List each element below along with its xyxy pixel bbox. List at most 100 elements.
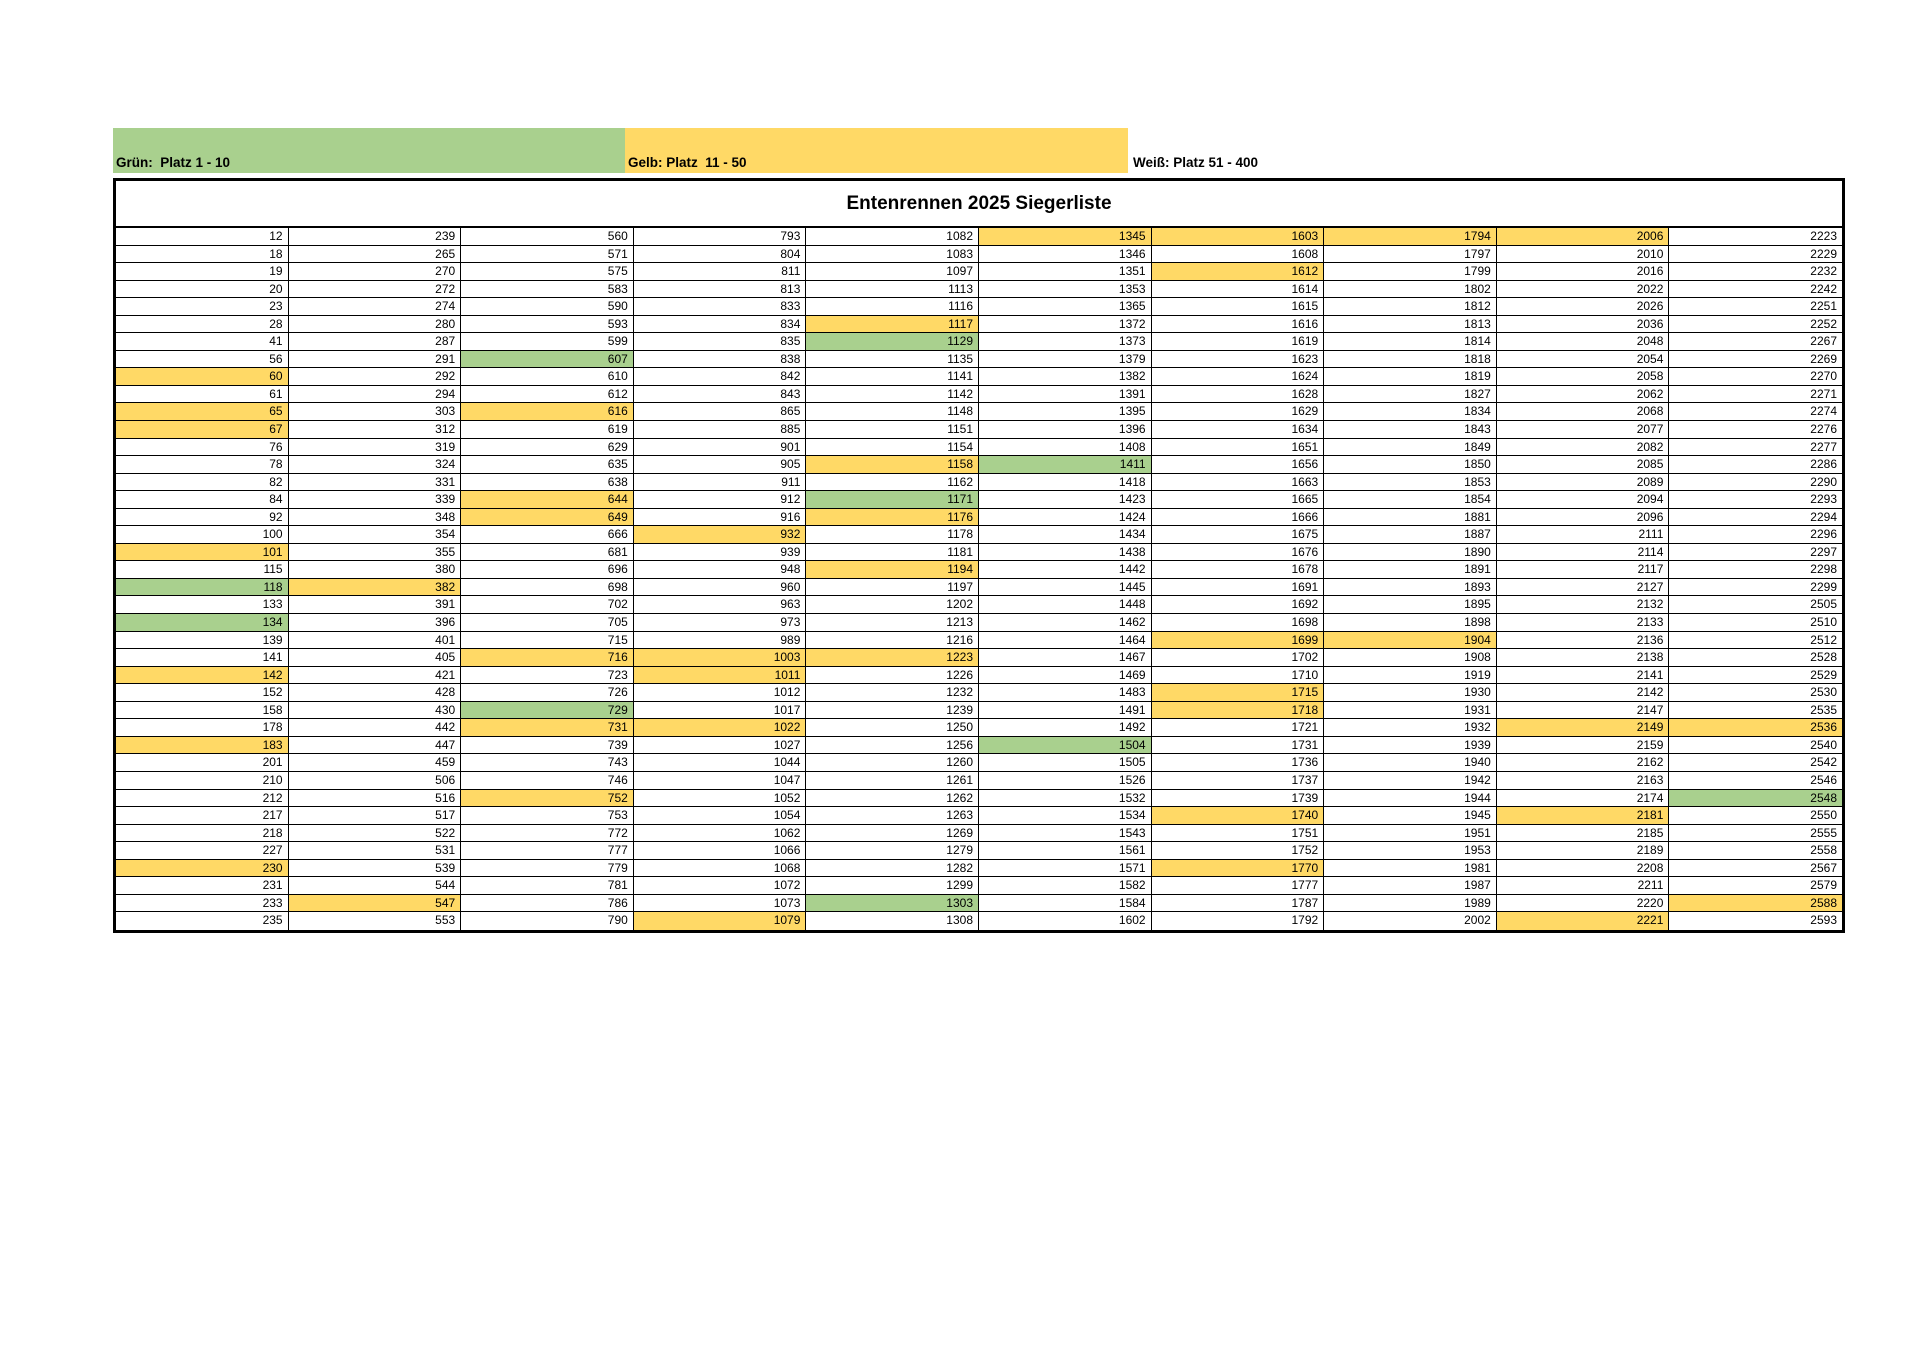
table-cell: 141 — [116, 649, 289, 667]
table-cell: 599 — [461, 333, 634, 351]
table-cell: 1003 — [633, 649, 807, 667]
table-cell: 638 — [461, 473, 634, 492]
table-cell: 746 — [461, 771, 634, 790]
table-cell: 19 — [116, 263, 289, 281]
table-cell: 575 — [461, 263, 634, 281]
table-cell: 948 — [633, 561, 807, 579]
table-cell: 696 — [461, 561, 634, 579]
table-cell: 23 — [116, 298, 289, 316]
table-cell: 1623 — [1151, 350, 1325, 369]
table-cell: 2010 — [1496, 245, 1670, 264]
table-cell: 183 — [116, 736, 289, 755]
table-cell: 274 — [288, 298, 462, 316]
table-cell: 1702 — [1151, 649, 1325, 667]
table-cell: 1932 — [1324, 719, 1497, 737]
table-cell: 391 — [288, 596, 462, 615]
table-cell: 2026 — [1496, 298, 1670, 316]
table-cell: 2136 — [1496, 631, 1670, 650]
table-cell: 1740 — [1151, 807, 1325, 825]
table-cell: 1066 — [633, 842, 807, 860]
table-cell: 517 — [288, 807, 462, 825]
table-cell: 1391 — [979, 385, 1152, 404]
table-cell: 1794 — [1324, 228, 1497, 246]
table-cell: 1448 — [979, 596, 1152, 615]
table-cell: 78 — [116, 456, 289, 474]
table-cell: 2147 — [1496, 701, 1670, 720]
table-cell: 1372 — [979, 315, 1152, 334]
table-cell: 1737 — [1151, 771, 1325, 790]
table-cell: 2294 — [1669, 508, 1842, 527]
table-cell: 280 — [288, 315, 462, 334]
table-cell: 2232 — [1669, 263, 1842, 281]
table-cell: 1692 — [1151, 596, 1325, 615]
table-cell: 2588 — [1669, 894, 1842, 913]
table-cell: 911 — [633, 473, 807, 492]
table-cell: 1483 — [979, 684, 1152, 702]
table-cell: 1827 — [1324, 385, 1497, 404]
table-cell: 287 — [288, 333, 462, 351]
table-cell: 2159 — [1496, 736, 1670, 755]
table-cell: 1117 — [806, 315, 979, 334]
table-cell: 152 — [116, 684, 289, 702]
table-cell: 790 — [461, 912, 634, 930]
table-cell: 1345 — [979, 228, 1152, 246]
table-cell: 1379 — [979, 350, 1152, 369]
table-cell: 1532 — [979, 789, 1152, 808]
table-cell: 702 — [461, 596, 634, 615]
table-cell: 2181 — [1496, 807, 1670, 825]
table-cell: 2141 — [1496, 666, 1670, 685]
table-cell: 231 — [116, 877, 289, 895]
table-cell: 2540 — [1669, 736, 1842, 755]
table-cell: 723 — [461, 666, 634, 685]
table-cell: 779 — [461, 859, 634, 878]
table-cell: 178 — [116, 719, 289, 737]
table-cell: 1464 — [979, 631, 1152, 650]
table-cell: 20 — [116, 280, 289, 299]
table-cell: 18 — [116, 245, 289, 264]
table-cell: 989 — [633, 631, 807, 650]
table-cell: 447 — [288, 736, 462, 755]
table-cell: 1260 — [806, 754, 979, 772]
table-cell: 2252 — [1669, 315, 1842, 334]
table-cell: 963 — [633, 596, 807, 615]
table-cell: 1469 — [979, 666, 1152, 685]
table-cell: 1148 — [806, 403, 979, 422]
table-cell: 319 — [288, 438, 462, 457]
table-cell: 1068 — [633, 859, 807, 878]
table-cell: 1797 — [1324, 245, 1497, 264]
table-cell: 705 — [461, 614, 634, 632]
table-cell: 2085 — [1496, 456, 1670, 474]
table-cell: 2016 — [1496, 263, 1670, 281]
table-cell: 1849 — [1324, 438, 1497, 457]
table-cell: 2593 — [1669, 912, 1842, 930]
table-cell: 218 — [116, 824, 289, 843]
table-cell: 1752 — [1151, 842, 1325, 860]
table-cell: 781 — [461, 877, 634, 895]
table-cell: 12 — [116, 228, 289, 246]
table-cell: 212 — [116, 789, 289, 808]
table-cell: 901 — [633, 438, 807, 457]
table-cell: 1232 — [806, 684, 979, 702]
table-cell: 731 — [461, 719, 634, 737]
table-cell: 1850 — [1324, 456, 1497, 474]
table-cell: 1893 — [1324, 578, 1497, 597]
table-cell: 2530 — [1669, 684, 1842, 702]
table-cell: 1083 — [806, 245, 979, 264]
table-cell: 1663 — [1151, 473, 1325, 492]
table-cell: 100 — [116, 526, 289, 544]
table-cell: 1561 — [979, 842, 1152, 860]
table-cell: 1073 — [633, 894, 807, 913]
table-cell: 1142 — [806, 385, 979, 404]
table-cell: 1261 — [806, 771, 979, 790]
table-cell: 1442 — [979, 561, 1152, 579]
table-cell: 101 — [116, 543, 289, 562]
table-cell: 1373 — [979, 333, 1152, 351]
table-cell: 1608 — [1151, 245, 1325, 264]
table-cell: 442 — [288, 719, 462, 737]
table-cell: 2298 — [1669, 561, 1842, 579]
table-cell: 752 — [461, 789, 634, 808]
table-cell: 865 — [633, 403, 807, 422]
table-cell: 843 — [633, 385, 807, 404]
table-cell: 842 — [633, 368, 807, 386]
table-cell: 1629 — [1151, 403, 1325, 422]
